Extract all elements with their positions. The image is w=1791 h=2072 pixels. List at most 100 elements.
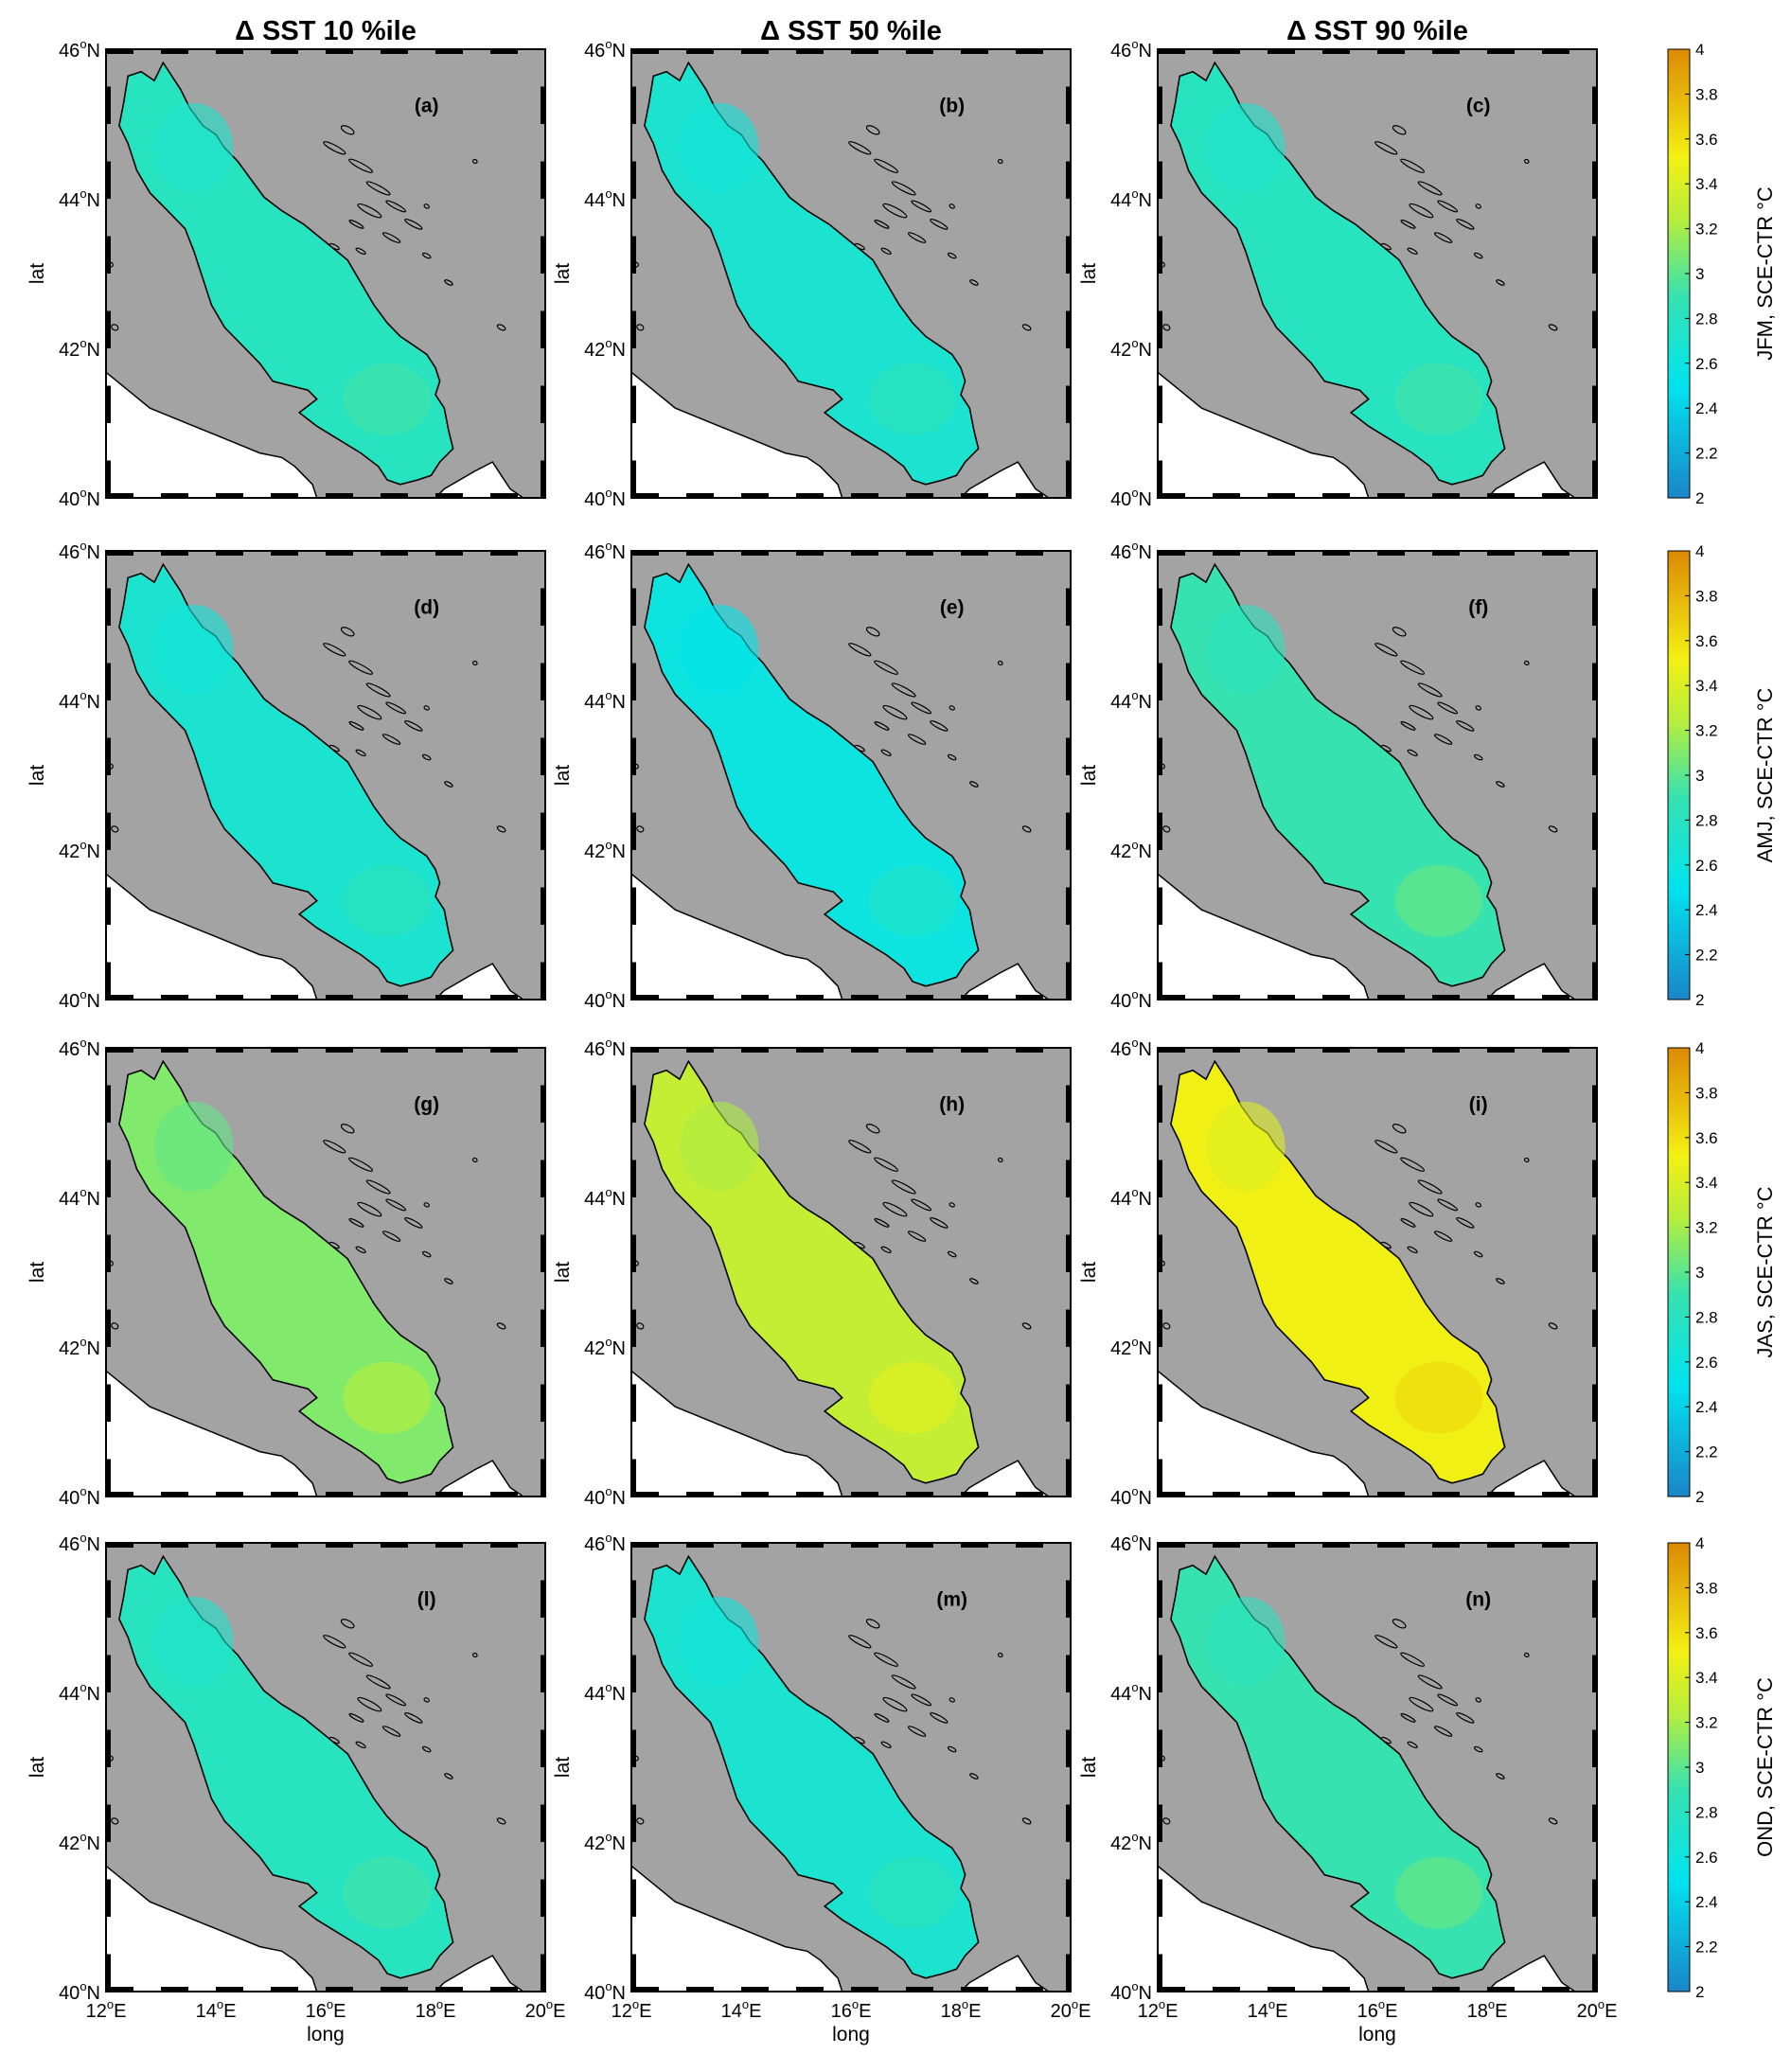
frame-tick — [106, 1048, 133, 1053]
frame-tick — [161, 493, 188, 498]
frame-tick — [851, 49, 878, 54]
lat-tick-label: 42oN — [59, 1335, 100, 1359]
frame-tick — [1158, 962, 1162, 1000]
island — [381, 734, 401, 745]
frame-tick — [161, 551, 188, 556]
lat-tick-label: 40oN — [59, 486, 100, 510]
frame-tick — [490, 493, 518, 498]
island — [930, 1712, 949, 1724]
frame-tick — [1487, 493, 1515, 498]
island — [496, 1817, 506, 1825]
lat-tick-label: 46oN — [1110, 539, 1152, 563]
colorbar: 2 2.2 2.4 2.6 2.8 3 3.2 3.4 3.6 3.8 4 JFM, SCE-CTR … — [1667, 41, 1777, 507]
frame-tick — [631, 1954, 636, 1992]
island — [854, 744, 865, 753]
frame-tick — [1487, 1543, 1515, 1548]
island — [1417, 1674, 1443, 1690]
frame-tick — [161, 49, 188, 54]
frame-tick — [106, 161, 111, 199]
frame-tick — [490, 1492, 518, 1496]
frame-tick — [541, 460, 545, 498]
lat-tick-label: 44oN — [1110, 688, 1152, 713]
outside-domain — [630, 872, 843, 1001]
frame-tick — [1432, 49, 1460, 54]
frame-tick — [106, 812, 111, 850]
island — [865, 1124, 880, 1134]
island — [365, 1179, 391, 1195]
colorbar-tick-label: 2.8 — [1695, 1803, 1718, 1821]
y-axis-label: lat — [1078, 765, 1100, 786]
frame-tick — [1592, 1160, 1597, 1197]
frame-tick — [1158, 812, 1162, 850]
frame-tick — [741, 1492, 769, 1496]
frame-tick — [1377, 49, 1405, 54]
colorbar-tick-label: 3.6 — [1695, 1129, 1718, 1147]
island — [1021, 1322, 1032, 1330]
island — [882, 1696, 908, 1712]
x-axis-label: long — [832, 2024, 870, 2045]
frame-tick — [1066, 737, 1071, 775]
frame-tick — [851, 1543, 878, 1548]
warm-anomaly — [1394, 1856, 1483, 1929]
lon-tick-label: 14oE — [196, 1997, 237, 2022]
island — [874, 1652, 899, 1667]
frame-tick — [961, 49, 988, 54]
island — [340, 627, 355, 637]
frame-tick — [906, 1987, 933, 1992]
frame-tick — [1066, 236, 1071, 274]
island — [355, 247, 366, 256]
frame-tick — [1158, 236, 1162, 274]
frame-tick — [1542, 1048, 1569, 1053]
lat-tick-label: 44oN — [584, 1185, 626, 1210]
island — [949, 705, 955, 711]
cool-anomaly — [680, 102, 759, 193]
frame-tick — [686, 493, 714, 498]
island — [385, 1198, 407, 1212]
frame-tick — [1268, 493, 1295, 498]
frame-tick — [216, 49, 243, 54]
frame-tick — [1322, 1492, 1350, 1496]
colorbar-tick-label: 3.8 — [1695, 587, 1718, 605]
island — [1437, 1198, 1459, 1212]
y-axis-label: lat — [552, 1262, 574, 1283]
frame-tick — [1487, 1492, 1515, 1496]
frame-tick — [906, 1048, 933, 1053]
outside-domain — [1157, 1369, 1370, 1497]
island — [1456, 219, 1475, 230]
lon-tick-label: 20oE — [1577, 1997, 1618, 2022]
frame-tick — [106, 1580, 111, 1618]
frame-tick — [631, 551, 659, 556]
lat-tick-label: 46oN — [59, 539, 100, 563]
frame-tick — [961, 995, 988, 1000]
frame-tick — [1016, 493, 1043, 498]
frame-tick — [216, 995, 243, 1000]
frame-tick — [631, 1655, 636, 1692]
y-axis-label: lat — [1078, 1262, 1100, 1283]
island — [471, 1652, 478, 1658]
frame-tick — [216, 493, 243, 498]
panel-letter: (i) — [1469, 1093, 1488, 1115]
frame-tick — [1066, 385, 1071, 423]
frame-tick — [631, 1309, 636, 1347]
frame-tick — [1322, 49, 1350, 54]
island — [1433, 232, 1453, 243]
island — [874, 1157, 899, 1172]
frame-tick — [961, 493, 988, 498]
frame-tick — [1322, 1543, 1350, 1548]
island — [444, 781, 453, 788]
island — [1475, 1697, 1481, 1703]
frame-tick — [490, 1543, 518, 1548]
frame-tick — [1158, 161, 1162, 199]
frame-tick — [106, 551, 133, 556]
frame-tick — [686, 551, 714, 556]
frame-tick — [1592, 1309, 1597, 1347]
y-axis-label: lat — [27, 1262, 48, 1283]
panel-letter: (c) — [1466, 95, 1491, 116]
lat-tick-label: 46oN — [1110, 1531, 1152, 1555]
island — [930, 1217, 949, 1229]
colorbar: 2 2.2 2.4 2.6 2.8 3 3.2 3.4 3.6 3.8 4 JAS, SCE-CTR … — [1667, 1039, 1777, 1506]
island — [328, 1241, 340, 1249]
frame-tick — [381, 995, 408, 1000]
lat-tick-label: 42oN — [584, 838, 626, 862]
frame-tick — [271, 493, 298, 498]
